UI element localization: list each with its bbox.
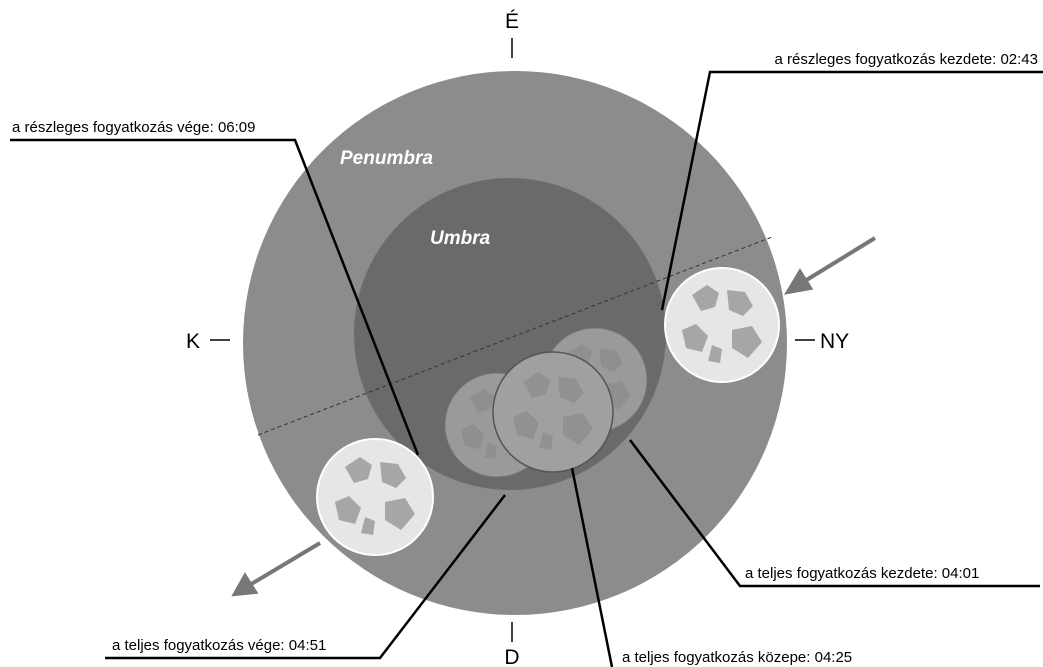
- annotation: a teljes fogyatkozás vége: 04:51: [112, 637, 326, 654]
- moon: [665, 268, 779, 382]
- moon: [493, 352, 613, 472]
- region-label: Penumbra: [340, 148, 433, 169]
- compass-label: K: [186, 330, 200, 353]
- annotation: a teljes fogyatkozás kezdete: 04:01: [745, 565, 979, 582]
- compass-label: É: [505, 10, 519, 33]
- eclipse-diagram: Penumbra Umbra É D K NY a részleges fogy…: [0, 0, 1043, 667]
- region-label: Umbra: [430, 228, 491, 249]
- compass-label: D: [504, 646, 519, 667]
- annotation: a részleges fogyatkozás kezdete: 02:43: [775, 51, 1039, 68]
- moon: [317, 439, 433, 555]
- compass-label: NY: [820, 330, 849, 353]
- annotation: a részleges fogyatkozás vége: 06:09: [12, 119, 256, 136]
- annotation: a teljes fogyatkozás közepe: 04:25: [622, 649, 852, 666]
